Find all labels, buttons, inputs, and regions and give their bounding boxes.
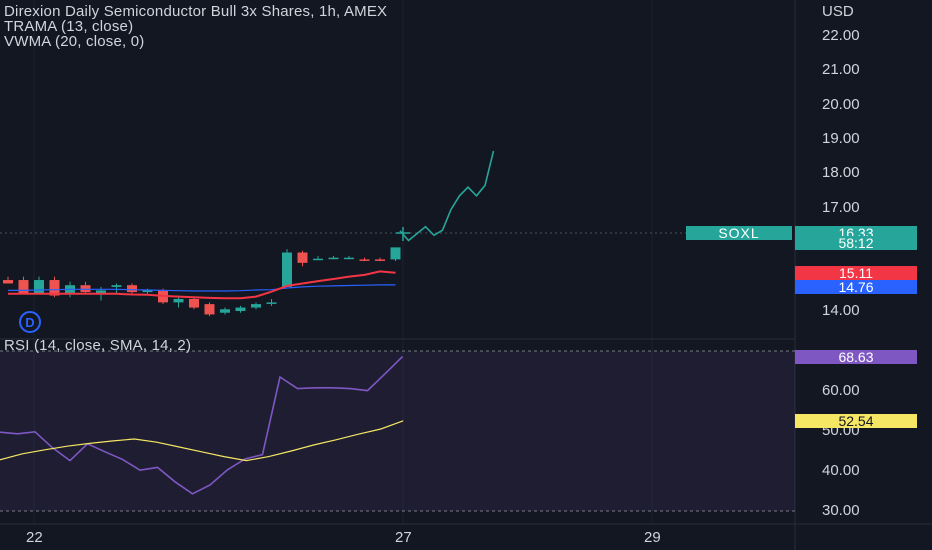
rsi-ma-line[interactable]	[0, 420, 404, 462]
candle-body[interactable]	[266, 302, 277, 304]
chart-title-legend[interactable]: Direxion Daily Semiconductor Bull 3x Sha…	[4, 3, 388, 20]
candle-body[interactable]	[313, 258, 323, 261]
candle-body[interactable]	[34, 280, 44, 294]
candle-body[interactable]	[344, 257, 354, 260]
price-tick-label: 22.00	[822, 26, 860, 44]
candle-body[interactable]	[220, 309, 230, 313]
dividend-marker[interactable]: D	[19, 311, 41, 333]
price-tick-label: 19.00	[822, 130, 860, 147]
currency-label[interactable]: USD	[822, 3, 854, 20]
price-tick-label: 18.00	[822, 164, 860, 182]
dividend-marker-letter: D	[25, 315, 34, 330]
candle-body[interactable]	[359, 259, 370, 261]
candle-body[interactable]	[96, 290, 106, 294]
candle-body[interactable]	[142, 290, 153, 293]
candle-body[interactable]	[297, 252, 308, 263]
rsi-tick-label: 40.00	[822, 462, 860, 479]
candle-body[interactable]	[204, 304, 215, 315]
vwma-value-tag: 14.76	[795, 280, 917, 294]
vwma-legend[interactable]: VWMA (20, close, 0)	[4, 33, 145, 50]
rsi-tick-label: 60.00	[822, 382, 860, 399]
price-tick-label: 21.00	[822, 61, 860, 79]
projection-line	[399, 150, 495, 242]
rsi-value-tag: 68.63	[795, 350, 917, 364]
candle-body[interactable]	[375, 259, 385, 261]
rsi-tick-label: 30.00	[822, 502, 860, 519]
dividend-marker-circle	[19, 311, 41, 333]
vwma-line[interactable]	[8, 284, 396, 292]
candle-body[interactable]	[18, 280, 29, 294]
vertical-grid-lines	[33, 0, 653, 524]
candle-body[interactable]	[80, 285, 91, 293]
price-tick-label: 20.00	[822, 95, 860, 113]
rsi-legend[interactable]: RSI (14, close, SMA, 14, 2)	[4, 337, 192, 354]
candle-body[interactable]	[328, 257, 339, 260]
trama-line[interactable]	[8, 270, 396, 300]
trama-value-tag: 15.11	[795, 266, 917, 280]
candle-body[interactable]	[251, 304, 261, 308]
price-tick-label: 14.00	[822, 302, 860, 319]
trama-legend[interactable]: TRAMA (13, close)	[4, 18, 134, 35]
candle-body[interactable]	[3, 280, 13, 284]
rsi-line[interactable]	[0, 356, 404, 495]
candle-body[interactable]	[235, 307, 246, 311]
rsi-ma-value-tag: 52.54	[795, 414, 917, 428]
candle-body[interactable]	[173, 298, 184, 303]
time-tick-label: 27	[395, 529, 412, 546]
candle-body[interactable]	[390, 247, 401, 260]
countdown-tag: 58:12	[795, 236, 917, 250]
candle-body[interactable]	[49, 280, 60, 296]
rsi-band	[0, 350, 795, 512]
candle-body[interactable]	[189, 298, 199, 308]
time-tick-label: 22	[26, 529, 43, 546]
candle-body[interactable]	[127, 285, 137, 293]
time-tick-label: 29	[644, 529, 661, 546]
symbol-tag: SOXL	[686, 226, 792, 240]
candle-body[interactable]	[282, 252, 292, 287]
price-tick-label: 17.00	[822, 198, 860, 216]
candle-body[interactable]	[111, 285, 122, 287]
rsi-band-fill	[0, 351, 795, 511]
